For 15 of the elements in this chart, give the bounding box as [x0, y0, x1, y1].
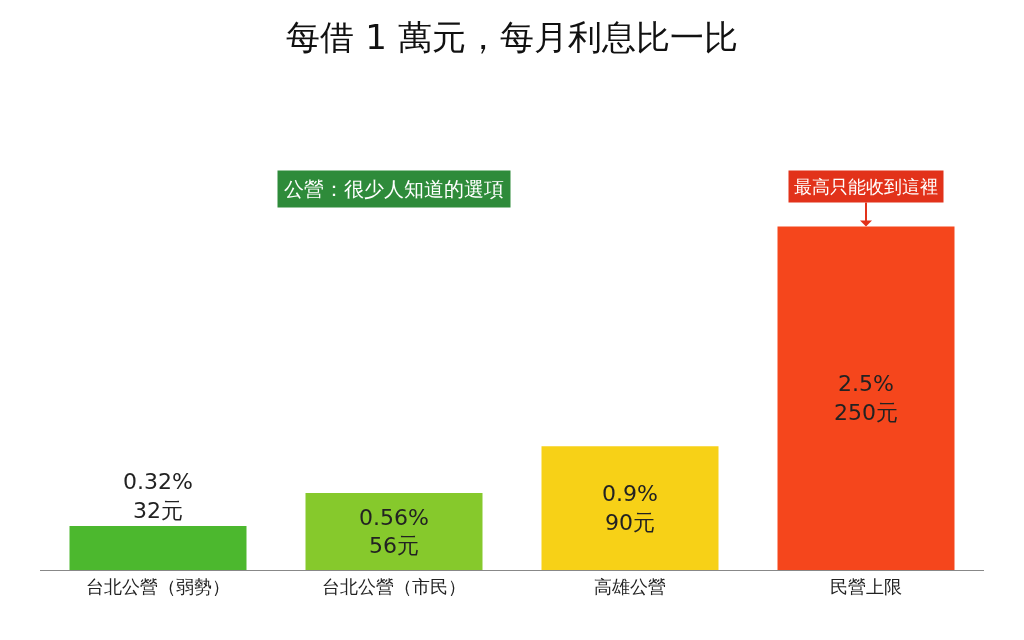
bar — [305, 493, 483, 570]
x-tick-label: 民營上限 — [830, 575, 902, 597]
x-tick-label: 台北公營（市民） — [322, 575, 466, 597]
data-label: 2.5% 250元 — [834, 371, 898, 426]
x-tick-label: 台北公營（弱勢） — [86, 575, 230, 597]
data-label: 0.56% 56元 — [359, 504, 429, 559]
data-label: 0.32% 32元 — [123, 469, 193, 524]
bar — [541, 446, 719, 570]
text: 公營：很少人知道的選項 — [284, 177, 504, 201]
data-label: 0.9% 90元 — [602, 481, 658, 535]
bar — [777, 226, 955, 570]
x-tick-label: 高雄公營 — [594, 575, 666, 597]
chart-title: 每借 1 萬元，每月利息比一比 — [286, 17, 738, 58]
annotation: 最高只能收到這裡 — [794, 176, 938, 197]
bar — [69, 526, 247, 570]
